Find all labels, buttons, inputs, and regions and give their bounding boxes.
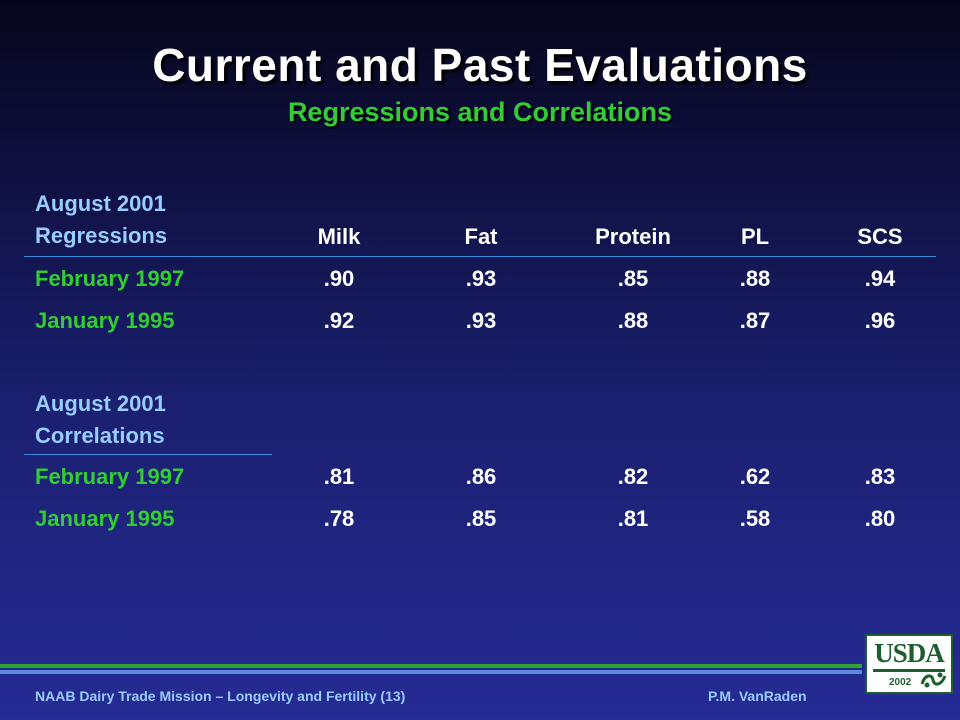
table-cell: .96 (864, 308, 896, 333)
footer-blue-bar (0, 670, 862, 674)
table-cell: .92 (323, 308, 355, 333)
table-cell: .82 (617, 464, 649, 489)
correlations-label-line1: August 2001 (35, 391, 166, 416)
correlations-header-rule (24, 454, 272, 455)
table-cell: .78 (323, 506, 355, 531)
table-cell: .81 (323, 464, 355, 489)
table-cell: .85 (465, 506, 497, 531)
correlations-label-line2: Correlations (35, 423, 165, 448)
row-label: February 1997 (35, 266, 185, 291)
table-cell: .86 (465, 464, 497, 489)
row-label: February 1997 (35, 464, 185, 489)
row-label: January 1995 (35, 308, 175, 333)
column-header-scs: SCS (857, 224, 903, 249)
table-cell: .94 (864, 266, 896, 291)
table-cell: .87 (739, 308, 771, 333)
logo-divider (873, 669, 945, 672)
footer-left-text: NAAB Dairy Trade Mission – Longevity and… (35, 688, 406, 704)
footer-green-bar (0, 664, 862, 668)
aips-mark-icon (920, 672, 947, 688)
table-cell: .58 (739, 506, 771, 531)
column-header-pl: PL (740, 224, 770, 249)
usda-logo-text: USDA (874, 638, 945, 668)
regressions-label-line2: Regressions (35, 223, 168, 248)
table-cell: .88 (739, 266, 771, 291)
usda-logo: USDA 2002 (865, 634, 953, 694)
table-cell: .81 (617, 506, 649, 531)
row-label: January 1995 (35, 506, 175, 531)
table-cell: .88 (617, 308, 649, 333)
slide-title: Current and Past Evaluations (152, 39, 808, 91)
slide-subtitle: Regressions and Correlations (287, 97, 673, 127)
table-cell: .62 (739, 464, 771, 489)
table-cell: .93 (465, 266, 497, 291)
column-header-fat: Fat (464, 224, 498, 249)
regressions-section-label: August 2001 Regressions (35, 188, 167, 252)
table-cell: .90 (323, 266, 355, 291)
usda-logo-year: 2002 (889, 677, 912, 688)
column-header-protein: Protein (595, 224, 671, 249)
regressions-label-line1: August 2001 (35, 191, 166, 216)
column-header-milk: Milk (317, 224, 361, 249)
regressions-header-rule (24, 256, 936, 257)
footer-author: P.M. VanRaden (708, 688, 807, 704)
table-cell: .85 (617, 266, 649, 291)
table-cell: .93 (465, 308, 497, 333)
correlations-section-label: August 2001 Correlations (35, 388, 166, 452)
table-cell: .83 (864, 464, 896, 489)
table-cell: .80 (864, 506, 896, 531)
